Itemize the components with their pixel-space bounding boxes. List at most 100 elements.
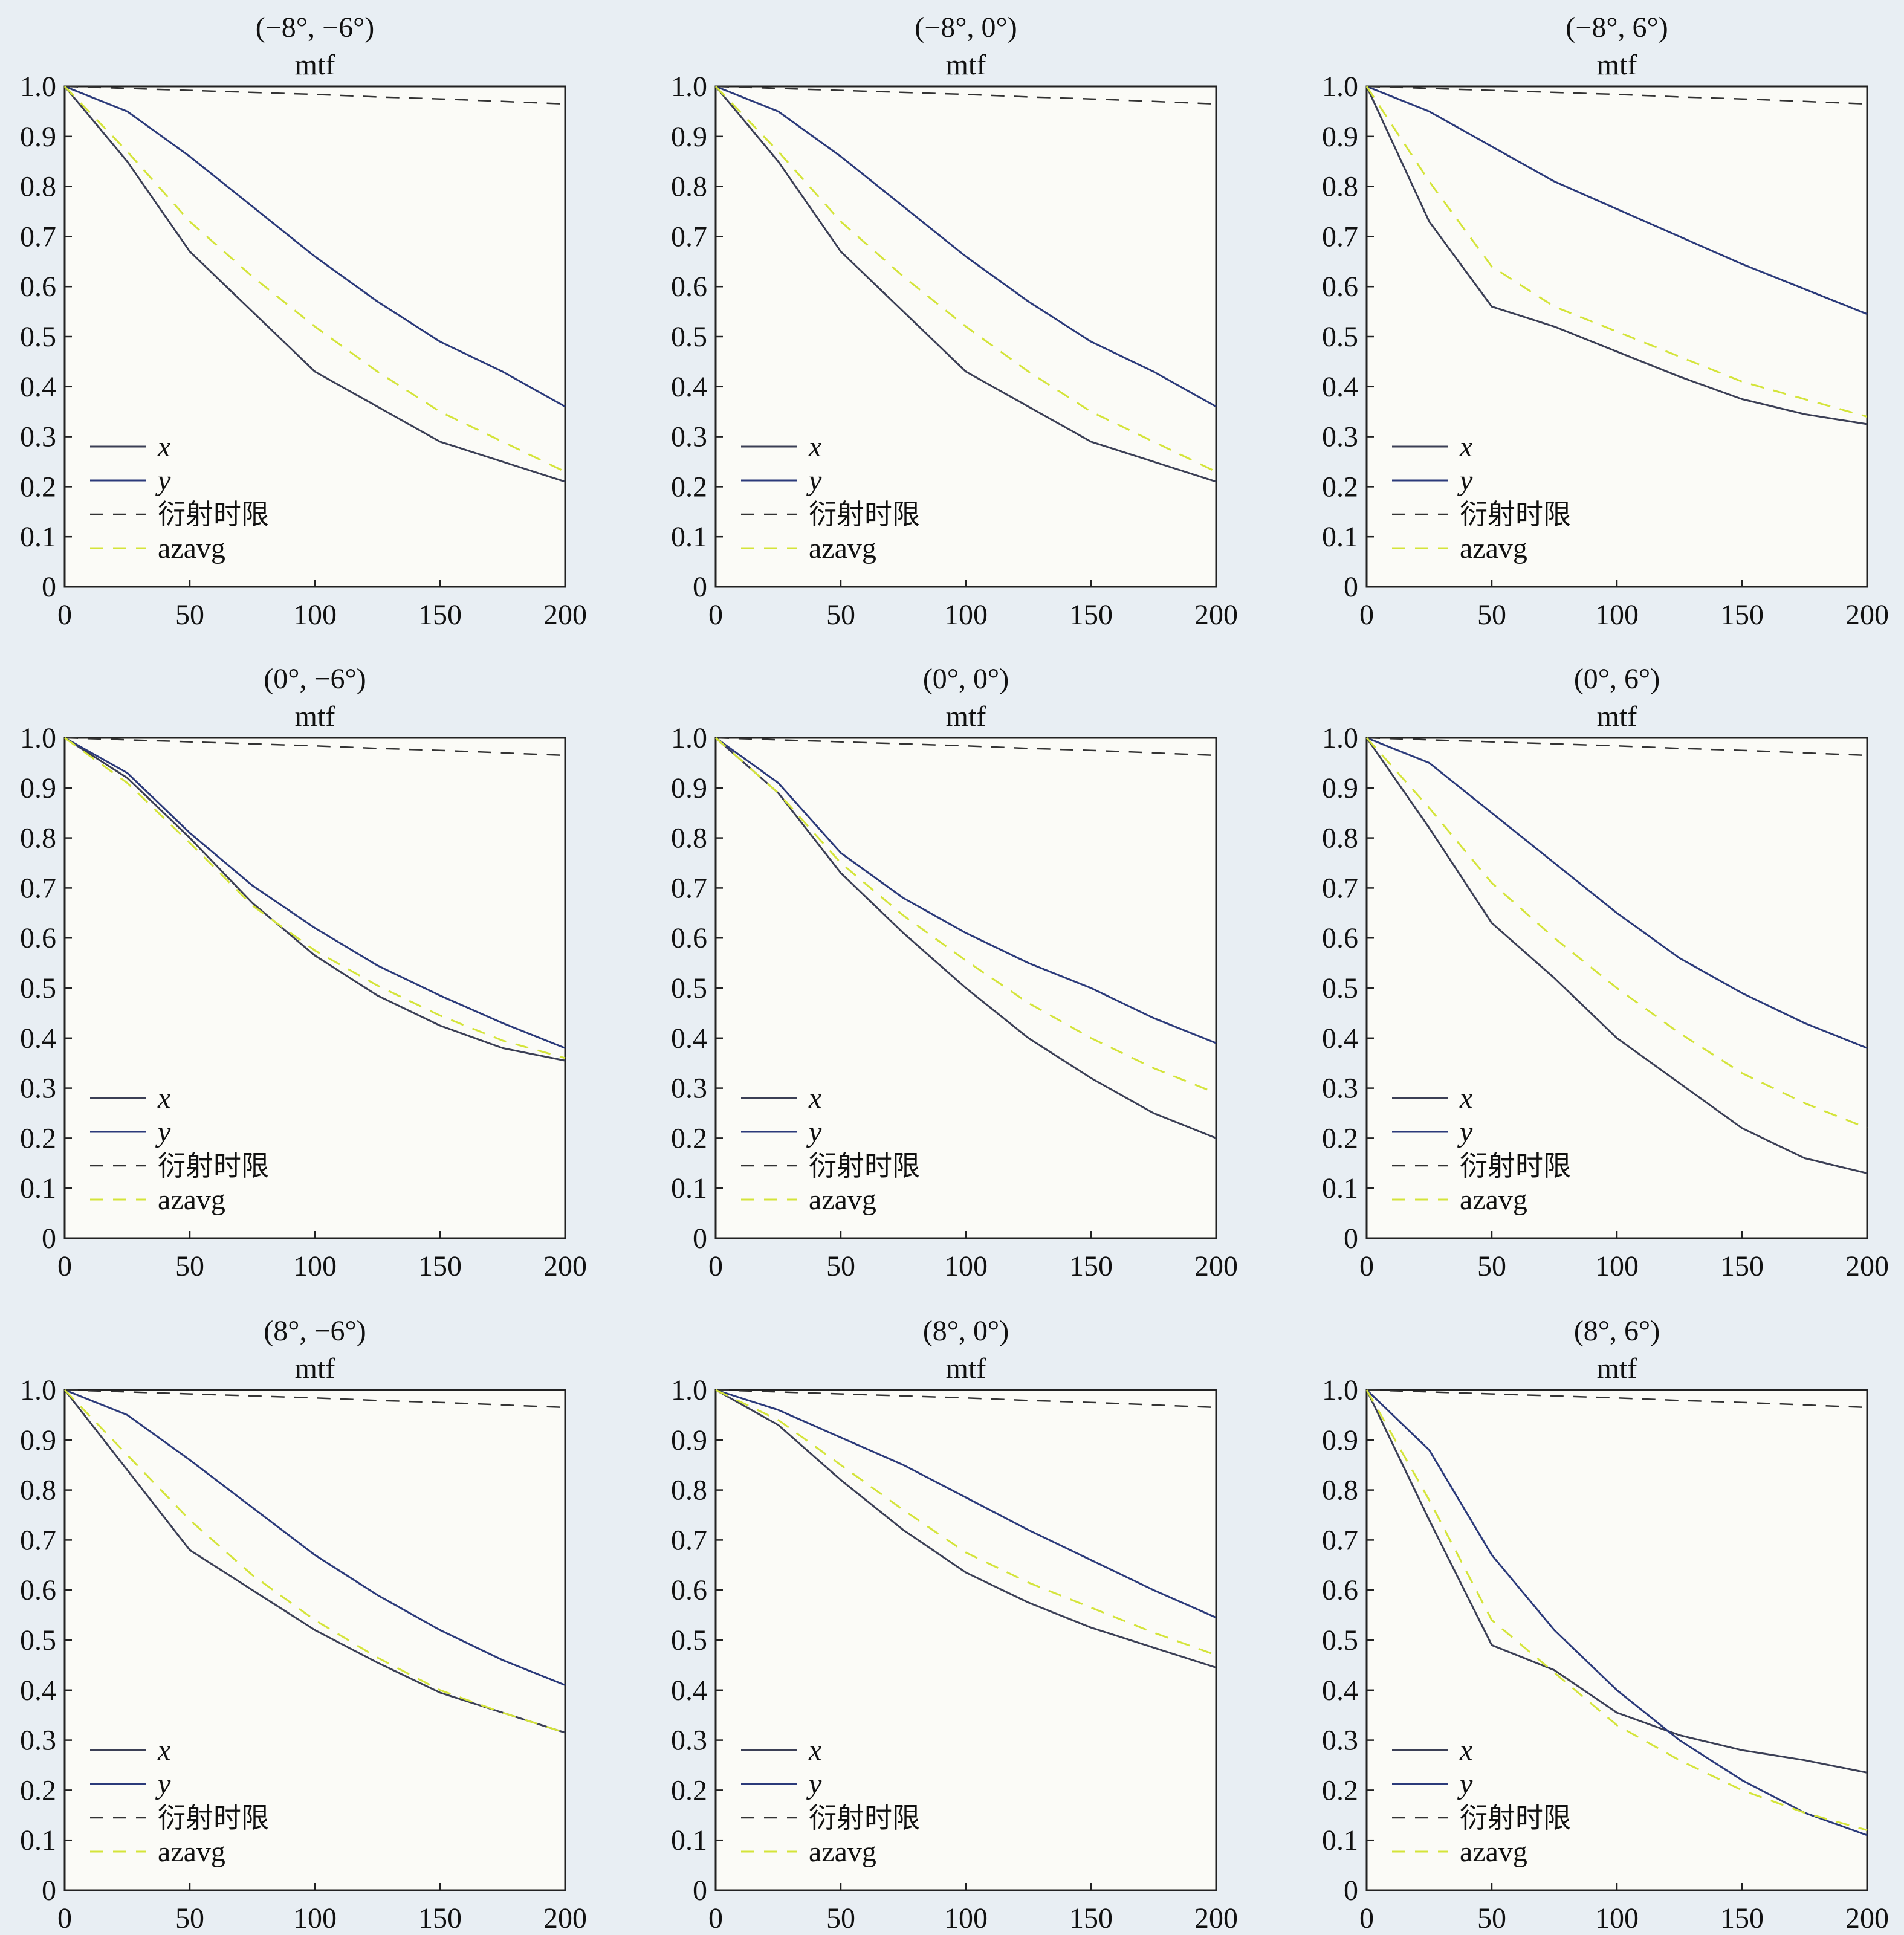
- y-tick-label: 0.9: [1322, 772, 1358, 804]
- series-line-2: [1366, 737, 1868, 1049]
- y-tick-label: 0.1: [20, 1824, 56, 1856]
- chart-subtitle: mtf: [1597, 49, 1637, 81]
- y-tick-label: 0: [42, 1223, 56, 1255]
- chart-panel-5: (0°, 0°) mtf 0 0.1 0.2 0.3 0.4 0.5 0.6 0.7 0.8 0.9 1…: [671, 663, 1238, 1282]
- y-tick-label: 0.5: [1322, 321, 1358, 353]
- legend-label: x: [157, 431, 170, 463]
- x-tick-label: 150: [1720, 1902, 1764, 1934]
- series-line-4: [1365, 1389, 1868, 1832]
- plot-area: [63, 1389, 566, 1891]
- legend-label: x: [1459, 431, 1472, 463]
- plot-area: [63, 737, 566, 1239]
- legend-label: 衍射时限: [1460, 1149, 1571, 1182]
- series-line-4: [715, 1389, 1217, 1656]
- legend-label: 衍射时限: [1460, 498, 1571, 531]
- legend-label: y: [806, 1116, 822, 1148]
- y-tick-label: 0.5: [20, 1624, 56, 1656]
- x-tick-label: 0: [1359, 599, 1374, 631]
- x-tick-label: 100: [293, 599, 337, 631]
- series-line-3: [1366, 737, 1868, 757]
- legend-label: azavg: [1460, 1836, 1527, 1868]
- y-tick-label: 0: [42, 571, 56, 603]
- series-line-2: [1366, 85, 1868, 315]
- series-line-1: [1365, 86, 1868, 425]
- y-tick-label: 0.4: [20, 1675, 56, 1707]
- x-tick-label: 150: [418, 1902, 462, 1934]
- legend-label: y: [806, 465, 822, 497]
- y-tick-label: 0.1: [1322, 1824, 1358, 1856]
- y-tick-label: 0.7: [20, 872, 56, 904]
- series-line-3: [64, 1389, 566, 1409]
- x-tick-label: 0: [708, 599, 723, 631]
- x-tick-label: 50: [175, 1902, 204, 1934]
- x-tick-label: 50: [826, 1250, 855, 1282]
- chart-panel-4: (0°, −6°) mtf 0 0.1 0.2 0.3 0.4 0.5 0.6 0.7 0.8 0.9…: [20, 663, 587, 1282]
- y-tick-label: 0.1: [1322, 521, 1358, 553]
- y-tick-label: 0.3: [1322, 1725, 1358, 1757]
- legend-label: azavg: [1460, 532, 1527, 564]
- y-tick-label: 0.3: [1322, 1073, 1358, 1105]
- legend-label: y: [1457, 1116, 1473, 1148]
- y-tick-label: 0.4: [671, 1675, 707, 1707]
- x-tick-label: 200: [543, 599, 587, 631]
- y-tick-label: 0.9: [1322, 121, 1358, 153]
- y-tick-label: 1.0: [671, 1374, 707, 1406]
- series-line-1: [714, 86, 1217, 483]
- plot-area: [1365, 1389, 1868, 1891]
- y-tick-label: 0.3: [20, 1725, 56, 1757]
- y-tick-label: 0: [693, 1223, 707, 1255]
- series-line-4: [63, 85, 566, 473]
- y-tick-label: 0.6: [1322, 271, 1358, 303]
- series-line-3: [1366, 85, 1868, 105]
- legend-label: x: [157, 1734, 170, 1766]
- y-tick-label: 0: [1344, 1875, 1358, 1907]
- y-tick-label: 0.3: [1322, 421, 1358, 453]
- series-line-4: [1365, 737, 1868, 1129]
- x-tick-label: 0: [708, 1250, 723, 1282]
- legend-label: x: [808, 1082, 821, 1114]
- x-tick-label: 100: [944, 1902, 988, 1934]
- y-tick-label: 0.5: [20, 321, 56, 353]
- chart-title: (8°, −6°): [264, 1315, 366, 1347]
- y-tick-label: 0.5: [671, 1624, 707, 1656]
- y-tick-label: 0.8: [1322, 1475, 1358, 1507]
- x-tick-label: 100: [1595, 599, 1639, 631]
- y-tick-label: 0: [1344, 1223, 1358, 1255]
- series-line-4: [64, 737, 566, 1059]
- chart-panel-9: (8°, 6°) mtf 0 0.1 0.2 0.3 0.4 0.5 0.6 0.7 0.8 0.9 1…: [1322, 1315, 1889, 1934]
- x-tick-label: 0: [57, 599, 72, 631]
- y-tick-label: 0.6: [1322, 922, 1358, 954]
- x-tick-label: 150: [1720, 599, 1764, 631]
- chart-title: (−8°, 6°): [1566, 11, 1668, 44]
- y-tick-label: 0: [42, 1875, 56, 1907]
- x-tick-label: 100: [944, 1250, 988, 1282]
- y-tick-label: 0.2: [1322, 471, 1358, 503]
- y-tick-label: 0: [693, 1875, 707, 1907]
- x-tick-label: 150: [418, 1250, 462, 1282]
- x-tick-label: 50: [175, 599, 204, 631]
- y-tick-label: 0.4: [671, 1022, 707, 1055]
- chart-panel-7: (8°, −6°) mtf 0 0.1 0.2 0.3 0.4 0.5 0.6 0.7 0.8 0.9…: [20, 1315, 587, 1934]
- series-line-3: [715, 737, 1217, 757]
- series-line-2: [715, 85, 1217, 408]
- y-tick-label: 1.0: [1322, 1374, 1358, 1406]
- chart-panel-6: (0°, 6°) mtf 0 0.1 0.2 0.3 0.4 0.5 0.6 0.7 0.8 0.9 1…: [1322, 663, 1889, 1282]
- chart-title: (0°, 6°): [1574, 663, 1660, 695]
- y-tick-label: 0.3: [20, 421, 56, 453]
- y-tick-label: 0.4: [1322, 371, 1358, 403]
- series-line-3: [64, 737, 566, 757]
- y-tick-label: 0: [1344, 571, 1358, 603]
- y-tick-label: 0.2: [671, 471, 707, 503]
- x-tick-label: 100: [944, 599, 988, 631]
- plot-area: [63, 85, 566, 588]
- x-tick-label: 150: [1069, 599, 1113, 631]
- x-tick-label: 200: [1194, 1902, 1238, 1934]
- y-tick-label: 1.0: [20, 71, 56, 103]
- y-tick-label: 0.2: [20, 1774, 56, 1806]
- x-tick-label: 0: [57, 1902, 72, 1934]
- y-tick-label: 0.4: [1322, 1022, 1358, 1055]
- y-tick-label: 0.4: [20, 1022, 56, 1055]
- y-tick-label: 0.5: [671, 321, 707, 353]
- y-tick-label: 0.9: [20, 121, 56, 153]
- y-tick-label: 0.3: [671, 1725, 707, 1757]
